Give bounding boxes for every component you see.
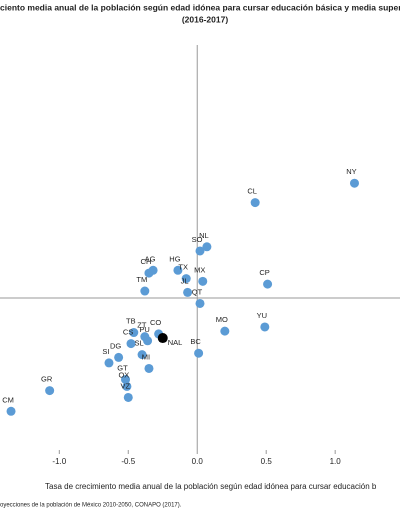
point-label: GT (117, 363, 128, 372)
point-label: CM (2, 395, 14, 404)
point (181, 274, 191, 284)
point-label: TX (178, 263, 188, 272)
point-label: NL (199, 231, 209, 240)
point (122, 381, 132, 391)
x-tick-label: 1.0 (330, 457, 342, 466)
point (104, 358, 114, 368)
point (157, 333, 168, 344)
point (143, 336, 153, 346)
point (137, 350, 147, 360)
point (121, 375, 131, 385)
point-label: MX (194, 265, 205, 274)
point-label: TM (136, 275, 147, 284)
chart-title: ciento media anual de la población según… (0, 2, 400, 12)
point (220, 326, 230, 336)
point (260, 322, 270, 332)
point-label: CO (150, 318, 161, 327)
point (140, 286, 150, 296)
point-label: TB (126, 316, 136, 325)
point (250, 198, 260, 208)
point-label: NY (346, 167, 356, 176)
point (144, 363, 154, 373)
point-label: HG (169, 254, 180, 263)
point-label: QT (192, 287, 203, 296)
point-label: AG (145, 254, 156, 263)
point-label: PU (139, 325, 149, 334)
point-label: OX (118, 370, 129, 379)
point (6, 406, 16, 416)
point-label: CP (259, 268, 269, 277)
point-label: CL (247, 187, 257, 196)
point (195, 246, 205, 256)
point (173, 265, 183, 275)
point (129, 328, 139, 338)
point (349, 178, 359, 188)
source-note: oyecciones de la población de México 201… (0, 503, 182, 509)
point-label: SO (192, 235, 203, 244)
point-label: DG (110, 341, 121, 350)
point (45, 386, 55, 396)
point-label: BC (190, 337, 201, 346)
point (144, 268, 154, 278)
point-label: VZ (120, 381, 130, 390)
x-tick-label: 0.5 (261, 457, 273, 466)
point (126, 339, 136, 349)
point (194, 348, 204, 358)
x-tick-label: -0.5 (121, 457, 135, 466)
point-label: MO (216, 315, 228, 324)
point (202, 242, 212, 252)
point (195, 298, 205, 308)
x-axis-label: Tasa de crecimiento media anual de la po… (45, 482, 377, 491)
chart-subtitle: (2016-2017) (182, 14, 228, 24)
point-label: CS (123, 328, 133, 337)
point-label: SL (134, 339, 143, 348)
point (183, 287, 193, 297)
point-label: GR (41, 375, 53, 384)
point-label: ZT (137, 321, 147, 330)
point-label: SI (102, 347, 109, 356)
point-label: MI (142, 352, 150, 361)
point-label: JL (181, 276, 189, 285)
point-label: YU (257, 311, 267, 320)
x-tick-label: 0.0 (192, 457, 204, 466)
point (263, 279, 273, 289)
point (114, 352, 124, 362)
point-label: NAL (168, 338, 183, 347)
point (198, 276, 208, 286)
point (123, 392, 133, 402)
x-tick-label: -1.0 (52, 457, 66, 466)
point-label: CH (141, 257, 152, 266)
